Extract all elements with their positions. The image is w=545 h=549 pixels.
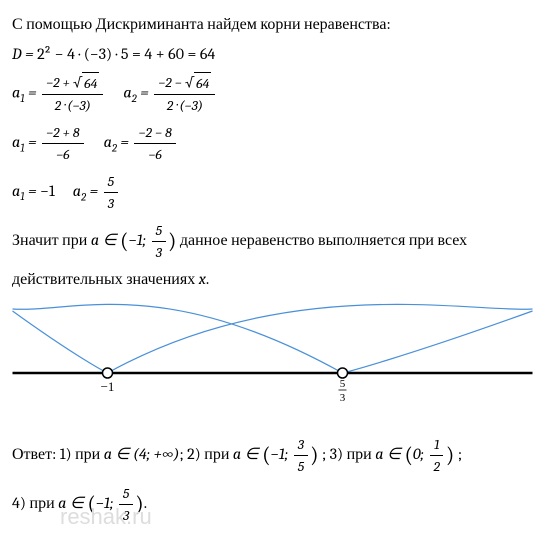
svg-text:−1: −1 <box>101 379 115 394</box>
answer-line2: 4) при a ∈ (−1; 53). <box>12 483 533 526</box>
svg-text:5: 5 <box>340 378 346 390</box>
number-line-diagram: −1 5 3 <box>12 303 533 413</box>
roots-final-line: a1 = −1 a2 = 5 3 <box>12 171 533 214</box>
intro-text: С помощью Дискриминанта найдем корни нер… <box>12 12 533 36</box>
roots-simplified-line: a1 = −2 + 8 −6 a2 = −2 − 8 −6 <box>12 122 533 165</box>
conclusion-line1: Значит при a ∈ (−1; 53) данное неравенст… <box>12 220 533 263</box>
roots-sqrt-line: a1 = −2 + 64 2 · (−3) a2 = −2 − 64 2 · (… <box>12 72 533 116</box>
answer-line1: Ответ: 1) при a ∈ (4; +∞); 2) при a ∈ (−… <box>12 434 533 477</box>
svg-text:3: 3 <box>340 392 346 404</box>
discriminant-line: D = 2² − 4 · (−3) · 5 = 4 + 60 = 64 <box>12 42 533 66</box>
conclusion-line2: действительных значениях x. <box>12 267 533 291</box>
